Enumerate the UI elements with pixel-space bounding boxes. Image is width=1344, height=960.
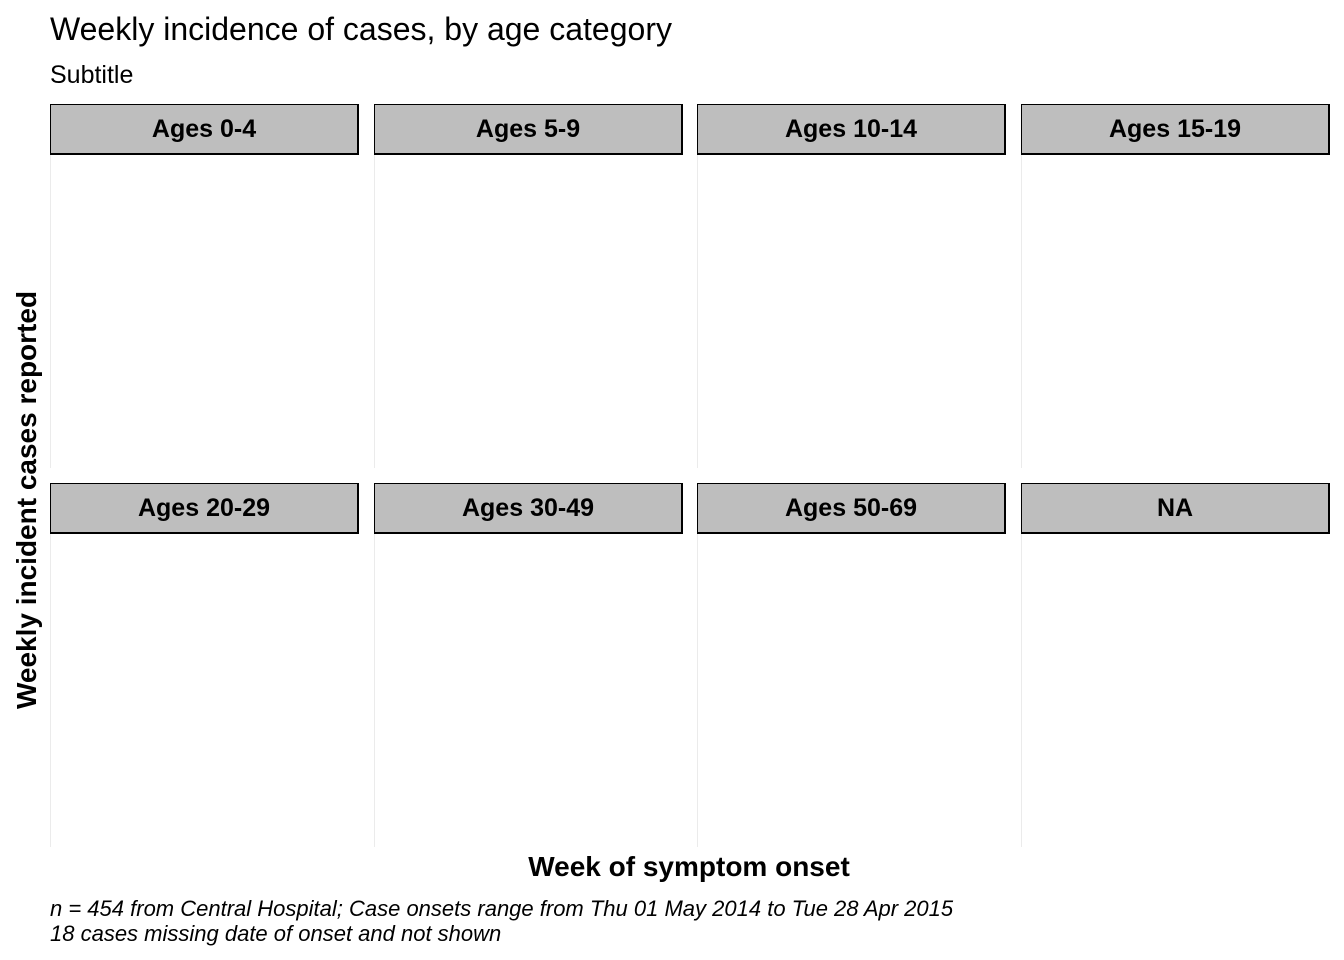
facet-strip-label: NA [1021,483,1330,534]
facet-panel [50,155,359,468]
facet-panel [697,534,1006,847]
facet-strip-label: Ages 15-19 [1021,104,1330,155]
facet-panel [50,534,359,847]
facet-panel [1021,155,1330,468]
x-axis-label: Week of symptom onset [528,851,850,882]
facet-strip-label: Ages 0-4 [50,104,359,155]
chart-subtitle: Subtitle [50,61,134,89]
chart-title: Weekly incidence of cases, by age catego… [50,11,672,47]
facet-strip-label: Ages 10-14 [697,104,1006,155]
facet-strip-label: Ages 5-9 [374,104,683,155]
chart-caption: n = 454 from Central Hospital; Case onse… [50,896,953,946]
facet-panel [374,155,683,468]
facet-strip-label: Ages 50-69 [697,483,1006,534]
caption-line-1: n = 454 from Central Hospital; Case onse… [50,896,954,921]
facet-panel [374,534,683,847]
facet-strip-label: Ages 30-49 [374,483,683,534]
caption-line-2: 18 cases missing date of onset and not s… [50,921,502,946]
y-axis-label: Weekly incident cases reported [11,290,42,710]
facet-panel [1021,534,1330,847]
facet-strip-label: Ages 20-29 [50,483,359,534]
facet-panel [697,155,1006,468]
